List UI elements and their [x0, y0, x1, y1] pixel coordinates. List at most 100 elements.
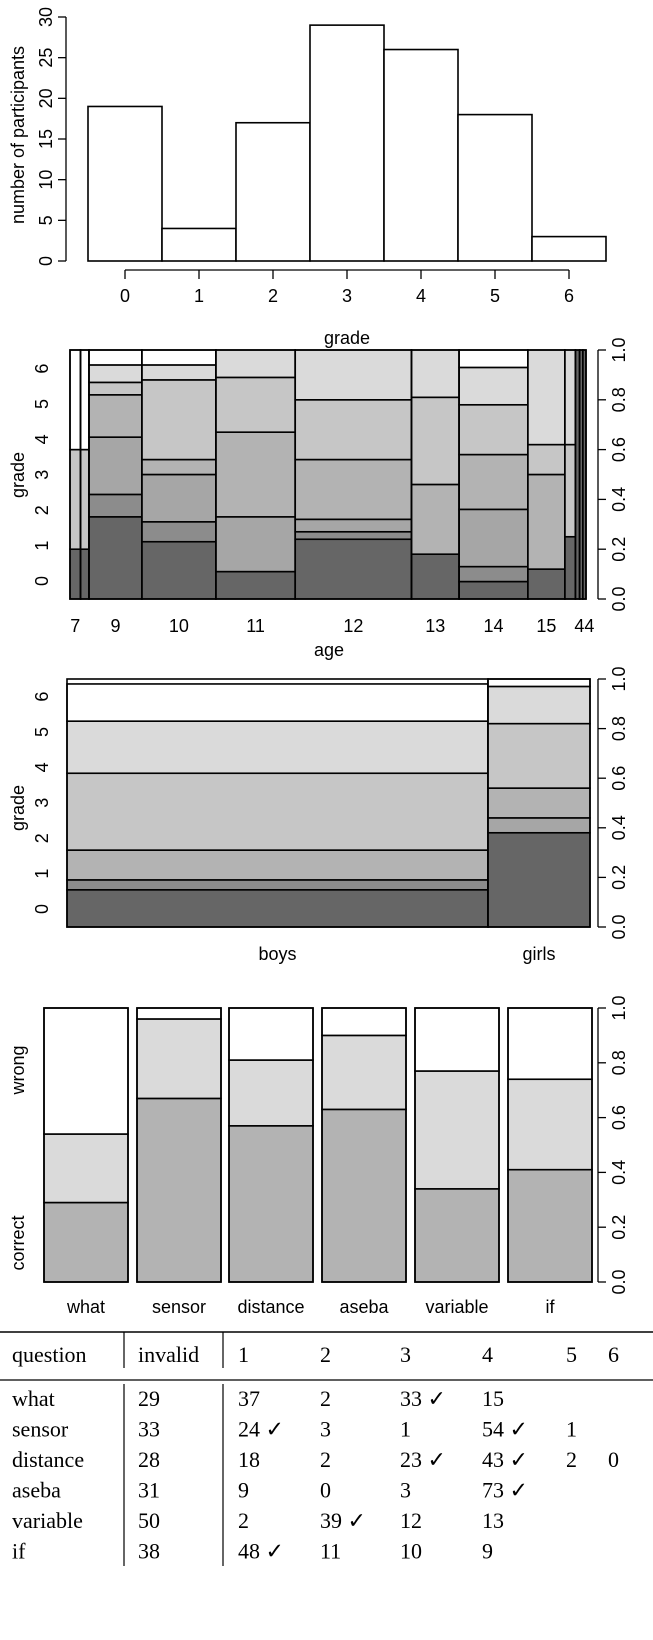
- mosaic-tile: [66, 879, 489, 891]
- table-cell: 11: [320, 1539, 341, 1564]
- column-label: 44: [574, 616, 594, 636]
- table-cell: distance: [12, 1447, 84, 1472]
- left-tick-label: 5: [32, 727, 52, 737]
- mosaic-tile: [43, 1007, 129, 1135]
- table-cell: aseba: [12, 1478, 61, 1503]
- table-cell: 3: [320, 1417, 331, 1442]
- mosaic-tile: [215, 349, 297, 379]
- mosaic-tile: [141, 364, 217, 381]
- table-cell: if: [12, 1539, 26, 1564]
- mosaic-tile: [458, 453, 529, 511]
- table-cell: 37: [238, 1386, 260, 1411]
- right-tick-label: 0.0: [609, 586, 629, 611]
- column-label: 15: [536, 616, 556, 636]
- mosaic-tile: [228, 1007, 314, 1061]
- mosaic-tile: [294, 398, 413, 461]
- table-header-cell: 2: [320, 1342, 331, 1367]
- column-label: 9: [110, 616, 120, 636]
- table-cell: 39 ✓: [320, 1508, 366, 1533]
- mosaic-tile: [215, 516, 297, 573]
- mosaic-tile: [294, 349, 413, 401]
- left-tick-label: 3: [32, 470, 52, 480]
- mosaic-tile: [458, 366, 529, 406]
- right-tick-label: 0.6: [609, 1105, 629, 1130]
- mosaic-tile: [215, 376, 297, 433]
- right-tick-label: 0.6: [609, 437, 629, 462]
- mosaic-tile: [88, 349, 143, 366]
- histogram-bar: [457, 113, 533, 262]
- column-label: aseba: [339, 1297, 389, 1317]
- left-tick-label: 4: [32, 762, 52, 772]
- mosaic-tile: [507, 1078, 593, 1171]
- mosaic-tile: [458, 508, 529, 568]
- table-header-cell: 5: [566, 1342, 577, 1367]
- y-tick-label: 10: [36, 170, 56, 190]
- mosaic-tile: [79, 448, 90, 551]
- mosaic-column: [507, 1007, 593, 1283]
- mosaic-tile: [414, 1007, 500, 1072]
- table-cell: 29: [138, 1386, 160, 1411]
- mosaic-tile: [79, 548, 90, 600]
- table-header-cell: 1: [238, 1342, 249, 1367]
- mosaic-tile: [507, 1007, 593, 1081]
- mosaic-tile: [410, 396, 460, 486]
- table-cell: what: [12, 1386, 55, 1411]
- mosaic-tile: [69, 349, 82, 451]
- table-cell: 73 ✓: [482, 1478, 528, 1503]
- mosaic-tile: [414, 1070, 500, 1190]
- mosaic-tile: [527, 349, 566, 446]
- right-tick-label: 1.0: [609, 337, 629, 362]
- mosaic-tile: [564, 443, 577, 538]
- mosaic-tile: [141, 458, 217, 476]
- table-cell: 9: [238, 1478, 249, 1503]
- grade-by-gender-mosaic: boys girls 0.0 0.2 0.4 0.6 0.8 1.0 0 1 2 3 4 5 6 grade: [8, 666, 629, 964]
- x-tick-label: 2: [268, 286, 278, 306]
- x-tick-label: 0: [120, 286, 130, 306]
- mosaic-tile: [294, 538, 413, 600]
- column-label: distance: [237, 1297, 304, 1317]
- table-cell: 15: [482, 1386, 504, 1411]
- mosaic-tile: [294, 458, 413, 521]
- age-mosaic-y-label: grade: [8, 452, 28, 498]
- mosaic-tile: [141, 379, 217, 461]
- mosaic-tile: [136, 1007, 222, 1020]
- mosaic-column: [43, 1007, 129, 1283]
- column-label: boys: [258, 944, 296, 964]
- table-cell: 9: [482, 1539, 493, 1564]
- left-tick-label: 5: [32, 399, 52, 409]
- table-cell: 3: [400, 1478, 411, 1503]
- table-cell: 28: [138, 1447, 160, 1472]
- column-label: 13: [425, 616, 445, 636]
- grade-by-age-mosaic: 7 9 10 11 12 13 14 15 440.00.20.40.60.81.0012345…: [8, 337, 629, 660]
- table-cell: 2: [320, 1386, 331, 1411]
- table-cell: 2: [320, 1447, 331, 1472]
- y-tick-label: 15: [36, 129, 56, 149]
- mosaic-tile: [228, 1059, 314, 1127]
- mosaic-tile: [564, 535, 577, 600]
- right-tick-label: 0.8: [609, 716, 629, 741]
- right-tick-label: 0.4: [609, 487, 629, 512]
- right-tick-label: 0.0: [609, 1269, 629, 1294]
- answer-correctness-mosaic: what sensor distance aseba variable if 0.0 0.2 0…: [8, 995, 629, 1317]
- y-tick-label: 0: [36, 256, 56, 266]
- mosaic-tile: [88, 493, 143, 518]
- mosaic-tile: [487, 817, 591, 834]
- table-cell: 33: [138, 1417, 160, 1442]
- mosaic-tile: [410, 349, 460, 399]
- table-cell: 48 ✓: [238, 1539, 284, 1564]
- right-tick-label: 0.2: [609, 1215, 629, 1240]
- table-cell: 1: [566, 1417, 577, 1442]
- mosaic-tile: [458, 349, 529, 369]
- left-tick-label: 4: [32, 434, 52, 444]
- right-tick-label: 0.4: [609, 815, 629, 840]
- mosaic-tile: [66, 849, 489, 881]
- mosaic-tile: [414, 1188, 500, 1283]
- left-tick-label: 3: [32, 798, 52, 808]
- x-tick-label: 1: [194, 286, 204, 306]
- table-cell: sensor: [12, 1417, 69, 1442]
- column-label: 14: [483, 616, 503, 636]
- mosaic-tile: [527, 473, 566, 570]
- left-tick-label: 6: [32, 692, 52, 702]
- x-tick-label: 3: [342, 286, 352, 306]
